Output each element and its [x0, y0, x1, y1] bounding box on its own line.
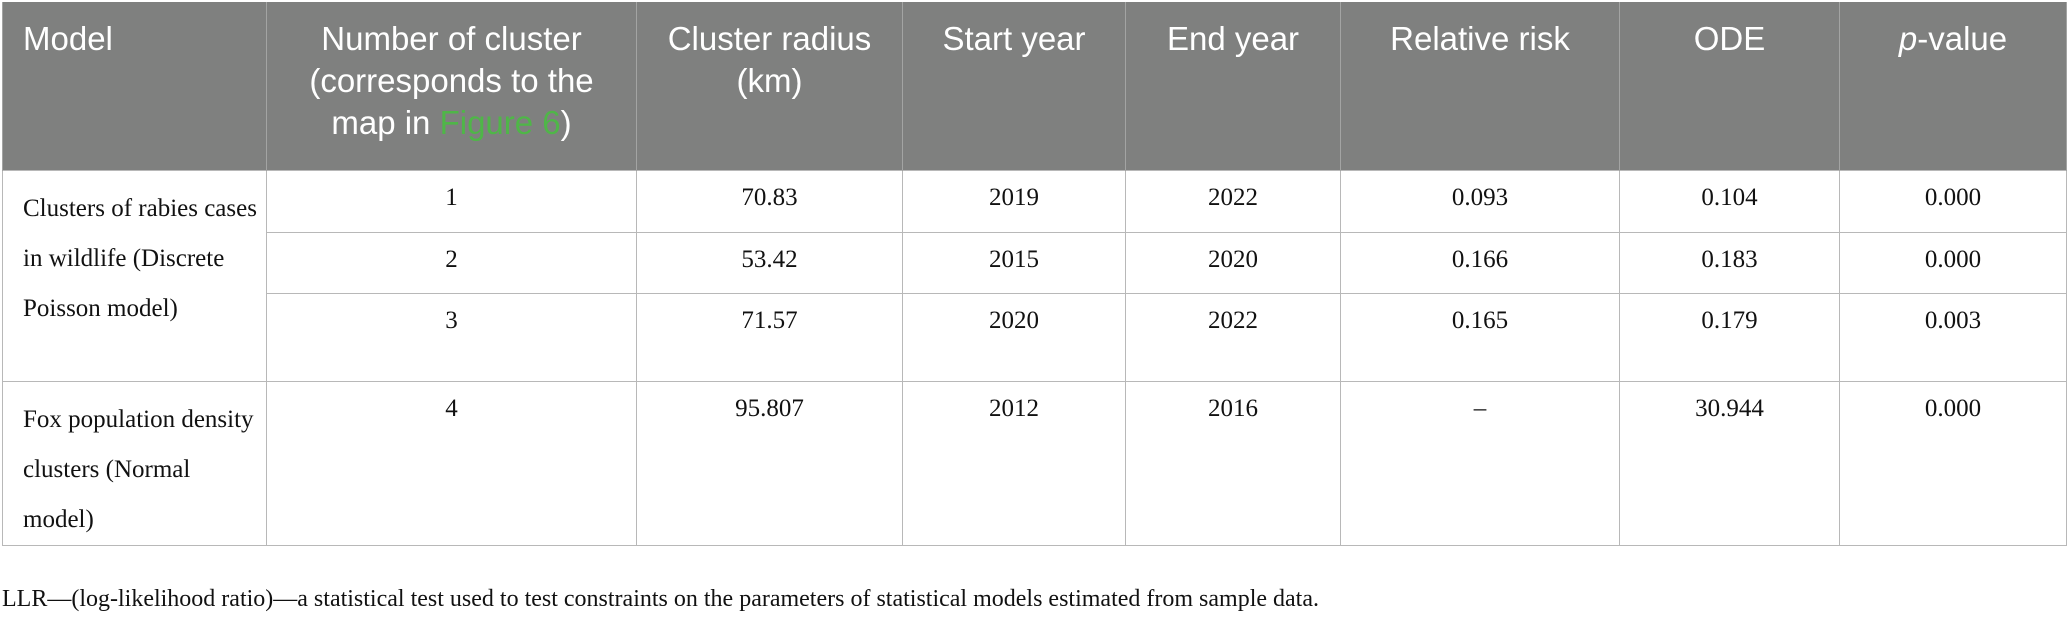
header-start-year: Start year: [902, 2, 1126, 170]
relative-risk-cell: –: [1340, 380, 1620, 546]
cluster-number-cell: 3: [266, 292, 637, 382]
cluster-radius-cell: 70.83: [636, 169, 903, 233]
start-year-cell: 2020: [902, 292, 1126, 382]
cluster-results-table: Model Number of cluster (corresponds to …: [2, 2, 2067, 546]
header-p-value: p-value: [1839, 2, 2067, 170]
relative-risk-cell: 0.166: [1340, 231, 1620, 294]
model-cell: Fox population density clusters (Normal …: [2, 380, 267, 546]
cluster-number-cell: 2: [266, 231, 637, 294]
p-value-cell: 0.000: [1839, 169, 2067, 233]
table-row: 3 71.57 2020 2022 0.165 0.179 0.003: [3, 292, 2067, 382]
cluster-number-cell: 1: [266, 169, 637, 233]
table-footnote: LLR—(log-likelihood ratio)—a statistical…: [2, 586, 1319, 612]
end-year-cell: 2022: [1125, 292, 1341, 382]
cluster-number-cell: 4: [266, 380, 637, 546]
end-year-cell: 2020: [1125, 231, 1341, 294]
table-row: Clusters of rabies cases in wildlife (Di…: [2, 169, 2067, 382]
table-row: Fox population density clusters (Normal …: [2, 380, 2067, 546]
p-value-cell: 0.003: [1839, 292, 2067, 382]
header-cluster-number-close: ): [560, 104, 572, 141]
cluster-radius-cell: 71.57: [636, 292, 903, 382]
header-row: Model Number of cluster (corresponds to …: [2, 2, 2067, 170]
header-p-italic: p: [1898, 20, 1918, 57]
relative-risk-cell: 0.093: [1340, 169, 1620, 233]
cluster-radius-cell: 95.807: [636, 380, 903, 546]
header-p-rest: -value: [1917, 20, 2008, 57]
table-row: 2 53.42 2015 2020 0.166 0.183 0.000: [3, 231, 2067, 294]
model-cell: Clusters of rabies cases in wildlife (Di…: [2, 169, 267, 382]
header-model: Model: [2, 2, 267, 170]
ode-cell: 0.183: [1619, 231, 1840, 294]
figure-6-link[interactable]: Figure 6: [439, 104, 561, 141]
start-year-cell: 2012: [902, 380, 1126, 546]
cluster-radius-cell: 53.42: [636, 231, 903, 294]
end-year-cell: 2022: [1125, 169, 1341, 233]
header-cluster-number: Number of cluster (corresponds to the ma…: [266, 2, 637, 170]
ode-cell: 0.104: [1619, 169, 1840, 233]
header-relative-risk: Relative risk: [1340, 2, 1620, 170]
start-year-cell: 2015: [902, 231, 1126, 294]
relative-risk-cell: 0.165: [1340, 292, 1620, 382]
ode-cell: 30.944: [1619, 380, 1840, 546]
header-end-year: End year: [1125, 2, 1341, 170]
ode-cell: 0.179: [1619, 292, 1840, 382]
header-ode: ODE: [1619, 2, 1840, 170]
start-year-cell: 2019: [902, 169, 1126, 233]
header-cluster-radius: Cluster radius (km): [636, 2, 903, 170]
p-value-cell: 0.000: [1839, 231, 2067, 294]
header-cluster-number-text: Number of cluster (corresponds to the ma…: [309, 20, 594, 141]
p-value-cell: 0.000: [1839, 380, 2067, 546]
end-year-cell: 2016: [1125, 380, 1341, 546]
